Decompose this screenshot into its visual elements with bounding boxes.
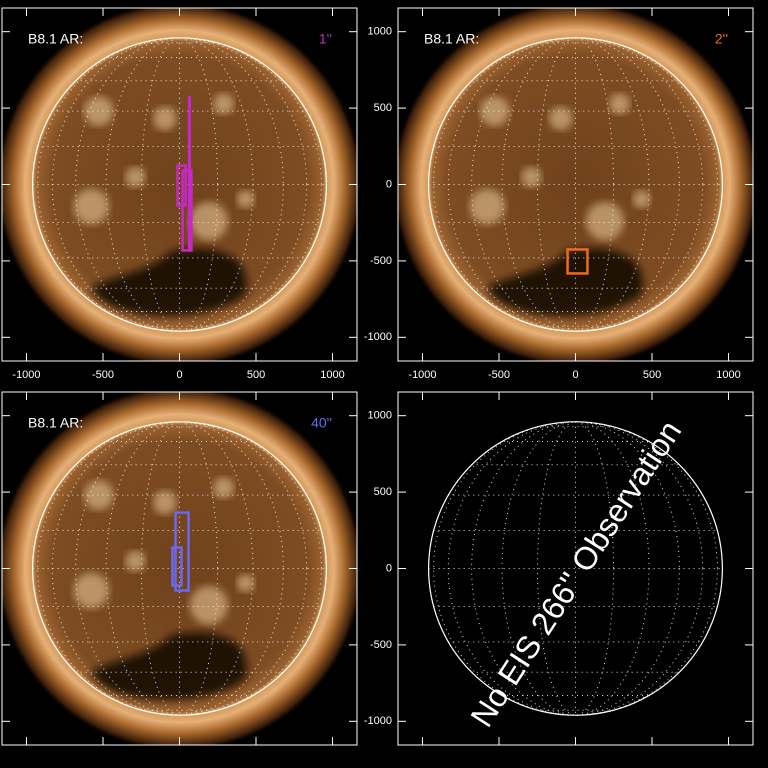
y-tick-label: -500 (370, 639, 392, 651)
longitude-line (37, 421, 322, 716)
sun-image (2, 8, 357, 361)
y-tick-label: 500 (374, 102, 392, 114)
x-tick-label: -1000 (408, 369, 436, 381)
coronal-hole (91, 248, 247, 316)
bright-region (236, 574, 255, 592)
bright-region (189, 202, 228, 241)
y-tick-label: -1000 (364, 715, 392, 727)
x-tick-label: 500 (247, 369, 265, 381)
y-tick-label: 0 (386, 178, 392, 190)
fov-box (187, 96, 192, 252)
bright-region (585, 202, 624, 241)
longitude-line (37, 37, 322, 332)
plot-area (398, 8, 753, 361)
bright-region (632, 190, 651, 208)
bright-region (609, 93, 630, 115)
bright-region (84, 480, 114, 510)
bright-region (189, 586, 228, 625)
panel: B8.1 AR: 40'' (1, 391, 358, 746)
x-tick-label: 500 (643, 369, 661, 381)
coronal-hole (91, 632, 247, 700)
sun-image (398, 8, 753, 361)
x-tick-label: 0 (572, 369, 578, 381)
fov-box (176, 164, 187, 207)
longitude-line (536, 421, 615, 716)
y-tick-label: 500 (374, 486, 392, 498)
x-tick-label: 1000 (716, 369, 740, 381)
sun-image (2, 392, 357, 745)
solar-limb (428, 421, 723, 716)
bright-region (549, 106, 573, 131)
longitude-line (536, 37, 615, 332)
bright-region (236, 190, 255, 208)
bright-region (469, 188, 505, 225)
longitude-line (140, 37, 219, 332)
x-tick-label: -500 (92, 369, 114, 381)
y-tick-label: -500 (370, 255, 392, 267)
longitude-line (140, 421, 219, 716)
panel-label: B8.1 AR: (28, 31, 83, 47)
longitude-line (433, 421, 718, 716)
bright-region (153, 490, 177, 515)
coronal-hole (487, 248, 643, 316)
bright-region (521, 166, 542, 188)
solar-limb (32, 37, 327, 332)
x-tick-label: 0 (176, 369, 182, 381)
bright-region (153, 106, 177, 131)
panel-label: B8.1 AR: (28, 415, 83, 431)
bright-region (73, 572, 109, 609)
x-tick-label: -1000 (12, 369, 40, 381)
x-tick-label: 1000 (320, 369, 344, 381)
plot-area (428, 421, 723, 716)
slit-label: 2'' (715, 31, 728, 47)
fov-box (566, 248, 589, 275)
bright-region (480, 96, 510, 126)
panel-label: B8.1 AR: (424, 31, 479, 47)
panel: -1000 -500 0 500 1000 -1000 -500 0 500 1000 B8.1 A… (364, 7, 754, 381)
y-tick-label: 0 (386, 562, 392, 574)
bright-region (125, 550, 146, 572)
slit-label: 1'' (319, 31, 332, 47)
bright-region (213, 93, 234, 115)
y-tick-label: 1000 (368, 410, 392, 422)
panel: -1000 -500 0 500 1000 B8.1 AR: 1'' (1, 7, 358, 381)
plot-area (2, 8, 357, 361)
longitude-line (433, 37, 718, 332)
fov-box (171, 546, 183, 587)
bright-region (125, 166, 146, 188)
y-tick-label: -1000 (364, 331, 392, 343)
solar-limb (428, 37, 723, 332)
fov-box (174, 511, 190, 592)
x-tick-label: -500 (488, 369, 510, 381)
solar-limb (32, 421, 327, 716)
y-tick-label: 1000 (368, 26, 392, 38)
plot-area (2, 392, 357, 745)
bright-region (84, 96, 114, 126)
fov-box (181, 169, 193, 252)
bright-region (213, 477, 234, 499)
bright-region (73, 188, 109, 225)
slit-label: 40'' (311, 415, 332, 431)
